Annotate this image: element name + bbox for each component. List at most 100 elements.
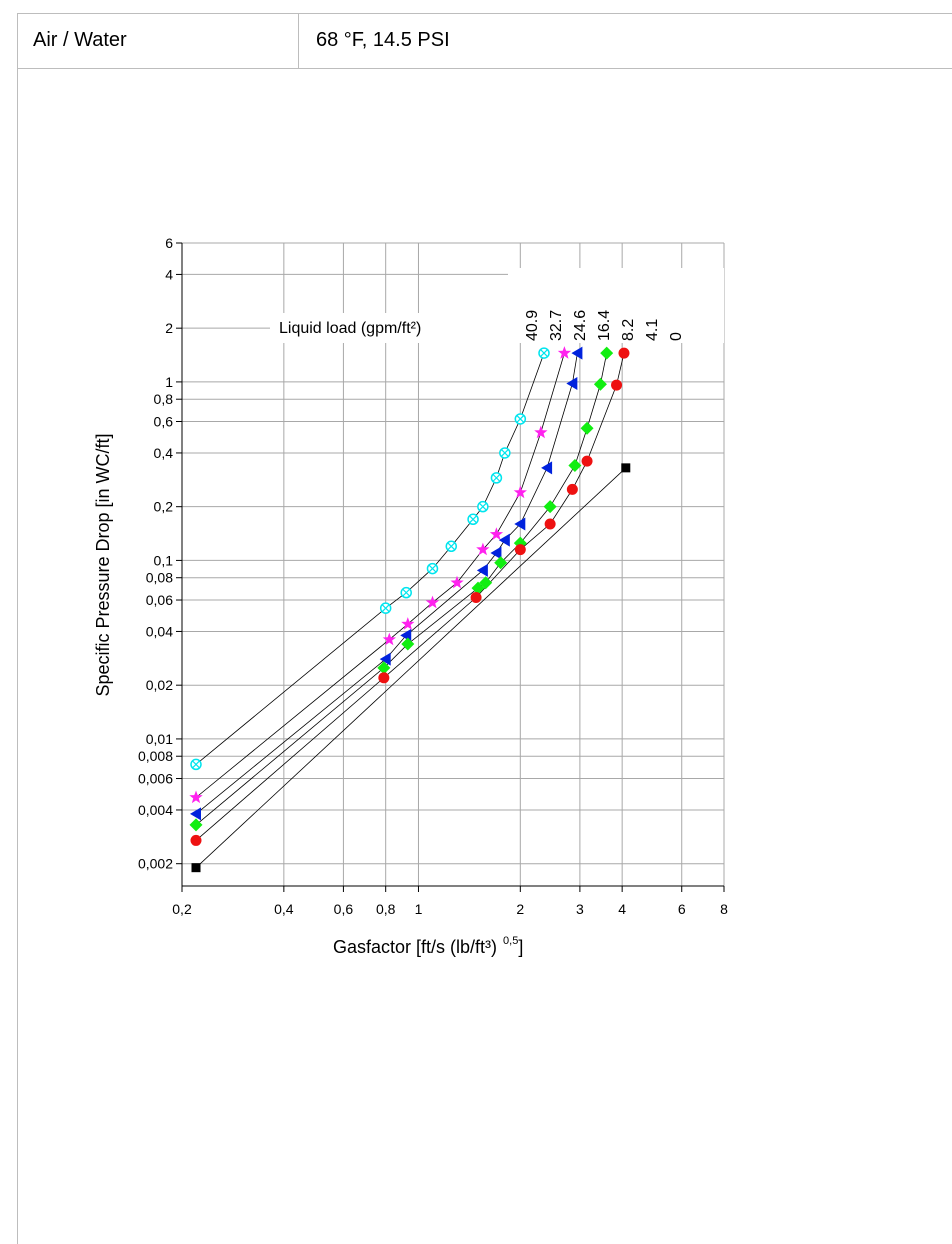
x-axis-label-main: Gasfactor [ft/s (lb/ft³) <box>333 937 497 957</box>
data-point-0-1 <box>621 463 631 473</box>
legend-title: Liquid load (gpm/ft²) <box>279 320 421 337</box>
data-point-16-4-9 <box>580 421 594 435</box>
data-point-32-7-6 <box>489 527 504 540</box>
data-point-40-9-9 <box>514 413 527 425</box>
series-label-group-8-2: 8.2 <box>620 319 637 341</box>
data-point-24-6-7 <box>541 461 553 475</box>
x-tick-label-0-6: 0,6 <box>334 901 354 917</box>
data-point-40-9-0 <box>190 758 202 771</box>
data-point-40-9-8 <box>499 447 511 459</box>
series-label-group-24-6: 24.6 <box>572 310 589 341</box>
x-tick-label-3: 3 <box>576 901 584 917</box>
data-point-32-7-0 <box>189 790 203 804</box>
data-point-32-7-7 <box>513 485 527 499</box>
data-point-0-0 <box>191 863 201 873</box>
data-point-32-7-4 <box>450 575 464 589</box>
series-label-24-6: 24.6 <box>572 310 589 341</box>
series-label-group-16-4: 16.4 <box>596 310 613 341</box>
legend-background-2 <box>508 268 724 343</box>
y-tick-label-0-08: 0,08 <box>146 570 173 586</box>
x-tick-label-0-4: 0,4 <box>274 901 294 917</box>
data-point-8-2-7 <box>611 379 623 391</box>
data-point-32-7-5 <box>476 542 490 556</box>
data-point-40-9-4 <box>445 540 458 553</box>
data-point-32-7-9 <box>557 346 572 359</box>
data-point-8-2-1 <box>378 672 390 684</box>
data-point-32-7-2 <box>401 617 415 630</box>
data-point-16-4-5 <box>494 556 508 570</box>
data-point-16-4-4 <box>479 576 493 590</box>
conditions-label: 68 °F, 14.5 PSI <box>316 29 450 51</box>
data-point-32-7-1 <box>382 632 396 646</box>
data-point-40-9-5 <box>467 513 479 526</box>
data-point-40-9-2 <box>400 586 412 599</box>
series-line-24-6 <box>195 353 578 815</box>
data-point-8-2-4 <box>544 518 556 530</box>
data-point-24-6-0 <box>190 807 202 821</box>
data-point-24-6-4 <box>490 546 502 560</box>
y-tick-label-0-8: 0,8 <box>154 391 174 407</box>
data-point-32-7-3 <box>425 595 440 609</box>
series-line-16-4 <box>195 353 608 826</box>
x-axis-label-end: ] <box>518 937 523 957</box>
y-tick-label-0-2: 0,2 <box>154 499 174 515</box>
data-point-8-2-0 <box>190 834 202 846</box>
y-tick-label-0-06: 0,06 <box>146 592 173 608</box>
data-point-40-9-6 <box>477 500 489 513</box>
series-label-16-4: 16.4 <box>596 310 613 341</box>
series-label-group-32-7: 32.7 <box>548 310 565 341</box>
y-tick-label-0-01: 0,01 <box>146 731 173 747</box>
medium-cell: Air / Water <box>18 14 299 68</box>
data-point-24-6-3 <box>476 563 488 577</box>
medium-label: Air / Water <box>33 29 127 51</box>
x-tick-labels: 0,2 0,4 0,6 0,8 1 2 3 4 6 8 <box>172 886 728 917</box>
x-tick-label-0-2: 0,2 <box>172 901 192 917</box>
y-axis-title: Specific Pressure Drop [in WC/ft] <box>93 433 113 696</box>
y-tick-label-0-1: 0,1 <box>154 552 174 568</box>
data-point-8-2-2 <box>470 591 482 603</box>
y-tick-label-0-04: 0,04 <box>146 623 173 639</box>
y-axis-label: Specific Pressure Drop [in WC/ft] <box>93 433 113 696</box>
data-point-24-6-6 <box>514 517 526 531</box>
y-tick-label-0-02: 0,02 <box>146 677 173 693</box>
y-tick-label-0-006: 0,006 <box>138 771 173 787</box>
y-tick-label-0-004: 0,004 <box>138 802 173 818</box>
y-tick-label-2: 2 <box>165 320 173 336</box>
data-point-40-9-7 <box>490 472 503 484</box>
data-point-8-2-5 <box>566 483 578 495</box>
data-point-8-2-8 <box>618 347 630 359</box>
data-point-16-4-2 <box>401 637 415 651</box>
x-tick-label-4: 4 <box>618 901 626 917</box>
series-label-0: 0 <box>668 332 685 341</box>
series-lines <box>195 352 627 868</box>
data-point-8-2-6 <box>581 455 593 467</box>
y-tick-label-1: 1 <box>165 374 173 390</box>
data-point-8-2-3 <box>514 544 526 556</box>
series-label-group-0: 0 <box>668 332 685 341</box>
x-tick-label-8: 8 <box>720 901 728 917</box>
series-label-8-2: 8.2 <box>620 319 637 341</box>
y-tick-label-0-008: 0,008 <box>138 748 173 764</box>
series-label-group-40-9: 40.9 <box>524 310 541 341</box>
data-point-40-9-1 <box>379 602 392 614</box>
x-axis-label: Gasfactor [ft/s (lb/ft³) 0,5] <box>333 935 523 957</box>
x-axis-label-sup: 0,5 <box>503 935 518 947</box>
header-row: Air / Water 68 °F, 14.5 PSI <box>18 14 952 69</box>
data-point-16-4-0 <box>189 818 203 832</box>
data-point-16-4-8 <box>568 459 582 473</box>
series-label-32-7: 32.7 <box>548 310 565 341</box>
x-tick-label-1: 1 <box>415 901 423 917</box>
data-point-40-9-10 <box>538 347 550 359</box>
series-line-0 <box>195 467 627 868</box>
y-tick-label-0-4: 0,4 <box>154 445 174 461</box>
series-label-group-4-1: 4.1 <box>644 319 661 341</box>
series-label-4-1: 4.1 <box>644 319 661 341</box>
data-point-24-6-1 <box>379 652 391 666</box>
data-point-16-4-7 <box>543 500 557 514</box>
series-markers <box>189 346 631 873</box>
data-point-24-6-9 <box>571 346 583 360</box>
y-tick-label-0-6: 0,6 <box>154 414 174 430</box>
data-point-16-4-11 <box>600 346 614 360</box>
